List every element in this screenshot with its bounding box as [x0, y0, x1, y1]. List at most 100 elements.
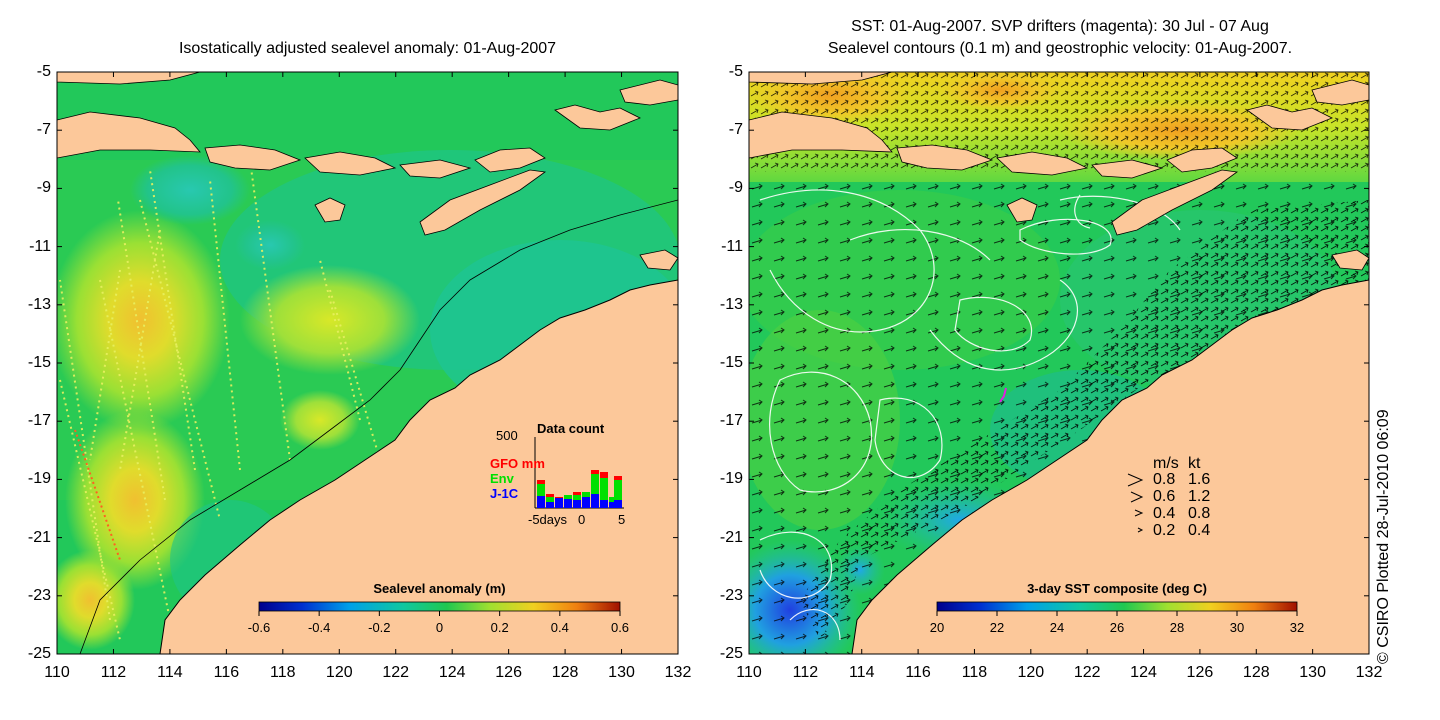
- right-lon-label: 112: [792, 664, 819, 681]
- right-colorbar: [936, 601, 1298, 612]
- left-colorbar-tick: 0: [435, 620, 444, 635]
- inset-xlabel-end: 5: [618, 512, 626, 527]
- right-lat-label: -21: [719, 528, 743, 546]
- right-colorbar-title: 3-day SST composite (deg C): [1027, 581, 1207, 596]
- left-lon-label: 116: [213, 664, 240, 681]
- velocity-legend-ms-0: 0.8: [1153, 471, 1176, 488]
- right-lon-label: 122: [1073, 664, 1101, 681]
- right-colorbar-tick: 30: [1229, 620, 1245, 635]
- inset-ymax: 500: [496, 428, 518, 443]
- left-lon-label: 128: [551, 664, 579, 681]
- left-lon-label: 112: [100, 664, 127, 681]
- svp-drifter-track: [999, 387, 1007, 403]
- left-lat-label: -5: [36, 63, 51, 80]
- left-colorbar-tick: -0.4: [307, 620, 331, 635]
- inset-legend-j1c: J-1C: [490, 486, 519, 501]
- velocity-legend-ms-2: 0.4: [1153, 505, 1176, 522]
- left-lon-label: 120: [325, 664, 353, 681]
- right-lat-label: -9: [728, 179, 743, 197]
- right-lon-label: 120: [1017, 664, 1045, 681]
- left-colorbar-tick: -0.6: [247, 620, 271, 635]
- left-lon-label: 126: [495, 664, 522, 681]
- right-lat-label: -7: [728, 121, 743, 139]
- velocity-legend-kt-1: 1.2: [1188, 488, 1211, 505]
- left-map: [57, 72, 678, 654]
- velocity-legend-arrows: [1127, 473, 1144, 533]
- left-lat-label: -23: [27, 586, 51, 604]
- left-colorbar-tick: 0.6: [610, 620, 630, 635]
- left-lon-label: 122: [382, 664, 410, 681]
- axis-ticks: [56, 71, 1370, 655]
- left-lon-label: 124: [438, 664, 466, 681]
- sealevel-contours: [759, 189, 1181, 641]
- left-lat-label: -21: [27, 528, 51, 546]
- right-lon-label: 118: [961, 664, 988, 681]
- islands-right: [749, 72, 1369, 271]
- right-colorbar-tick: 26: [1109, 620, 1125, 635]
- right-colorbar-tick: 32: [1289, 620, 1305, 635]
- boundary-current-arrows: [800, 200, 1369, 640]
- inset-xlabel-start: -5days: [528, 512, 568, 527]
- right-lat-label: -23: [719, 586, 743, 604]
- velocity-legend-kt-2: 0.8: [1188, 505, 1211, 522]
- right-panel-title-line2: Sealevel contours (0.1 m) and geostrophi…: [827, 40, 1293, 57]
- left-lon-label: 132: [664, 664, 692, 681]
- right-lat-label: -13: [719, 295, 743, 313]
- data-count-inset: [534, 437, 624, 509]
- left-colorbar-tick: 0.4: [550, 620, 569, 635]
- csiro-credit: © CSIRO Plotted 28-Jul-2010 06:09: [1375, 409, 1392, 664]
- right-lat-label: -5: [728, 63, 743, 80]
- inset-xlabel-zero: 0: [578, 512, 586, 527]
- islands-left: [57, 72, 678, 271]
- legend-arrow-0-8: [1127, 473, 1144, 487]
- legend-arrow-0-4: [1134, 509, 1144, 517]
- australia-land-right: [851, 279, 1369, 654]
- left-colorbar-tick: 0.2: [490, 620, 509, 635]
- bathymetry-contour: [79, 199, 678, 654]
- legend-arrow-0-2: [1137, 527, 1144, 533]
- right-lat-label: -25: [719, 645, 743, 662]
- right-lat-label: -15: [719, 354, 743, 371]
- right-lon-label: 114: [848, 664, 875, 681]
- legend-arrow-0-6: [1130, 491, 1144, 503]
- right-lat-label: -19: [719, 470, 743, 488]
- inset-legend-gfo: GFO mm: [490, 456, 545, 471]
- right-map: [749, 72, 1369, 654]
- right-colorbar-tick: 20: [929, 620, 945, 635]
- velocity-legend-header-ms: m/s: [1153, 455, 1179, 472]
- left-lat-label: -19: [27, 470, 51, 488]
- left-colorbar: [258, 601, 621, 612]
- right-colorbar-tick: 22: [989, 620, 1005, 635]
- right-lon-label: 126: [1186, 664, 1214, 681]
- australia-land-left: [159, 279, 678, 654]
- left-lat-label: -11: [29, 237, 51, 255]
- left-lon-label: 114: [157, 664, 183, 681]
- right-lon-label: 128: [1242, 664, 1270, 681]
- right-colorbar-tick: 24: [1049, 620, 1065, 635]
- left-panel-title: Isostatically adjusted sealevel anomaly:…: [178, 40, 557, 57]
- inset-bars: [537, 470, 622, 508]
- left-colorbar-title: Sealevel anomaly (m): [373, 581, 506, 596]
- left-lat-label: -7: [36, 121, 51, 139]
- right-lon-label: 110: [736, 664, 762, 681]
- velocity-legend-ms-3: 0.2: [1153, 522, 1176, 539]
- right-lat-label: -17: [719, 412, 743, 430]
- velocity-legend-kt-3: 0.4: [1188, 522, 1211, 539]
- left-lon-label: 118: [270, 664, 296, 681]
- left-lat-label: -9: [36, 179, 51, 197]
- velocity-legend-ms-1: 0.6: [1153, 488, 1176, 505]
- left-colorbar-tick: -0.2: [368, 620, 391, 635]
- left-lon-label: 110: [44, 664, 70, 681]
- left-lon-label: 130: [608, 664, 635, 681]
- left-lat-label: -13: [27, 295, 51, 313]
- right-lon-label: 130: [1299, 664, 1326, 681]
- right-lon-label: 132: [1355, 664, 1383, 681]
- right-lon-label: 116: [905, 664, 931, 681]
- left-lat-label: -25: [27, 645, 51, 662]
- velocity-legend-kt-0: 1.6: [1188, 471, 1211, 488]
- left-lat-label: -15: [27, 354, 51, 371]
- right-lon-label: 124: [1130, 664, 1157, 681]
- right-lat-label: -11: [721, 237, 743, 255]
- inset-legend-env: Env: [490, 471, 514, 486]
